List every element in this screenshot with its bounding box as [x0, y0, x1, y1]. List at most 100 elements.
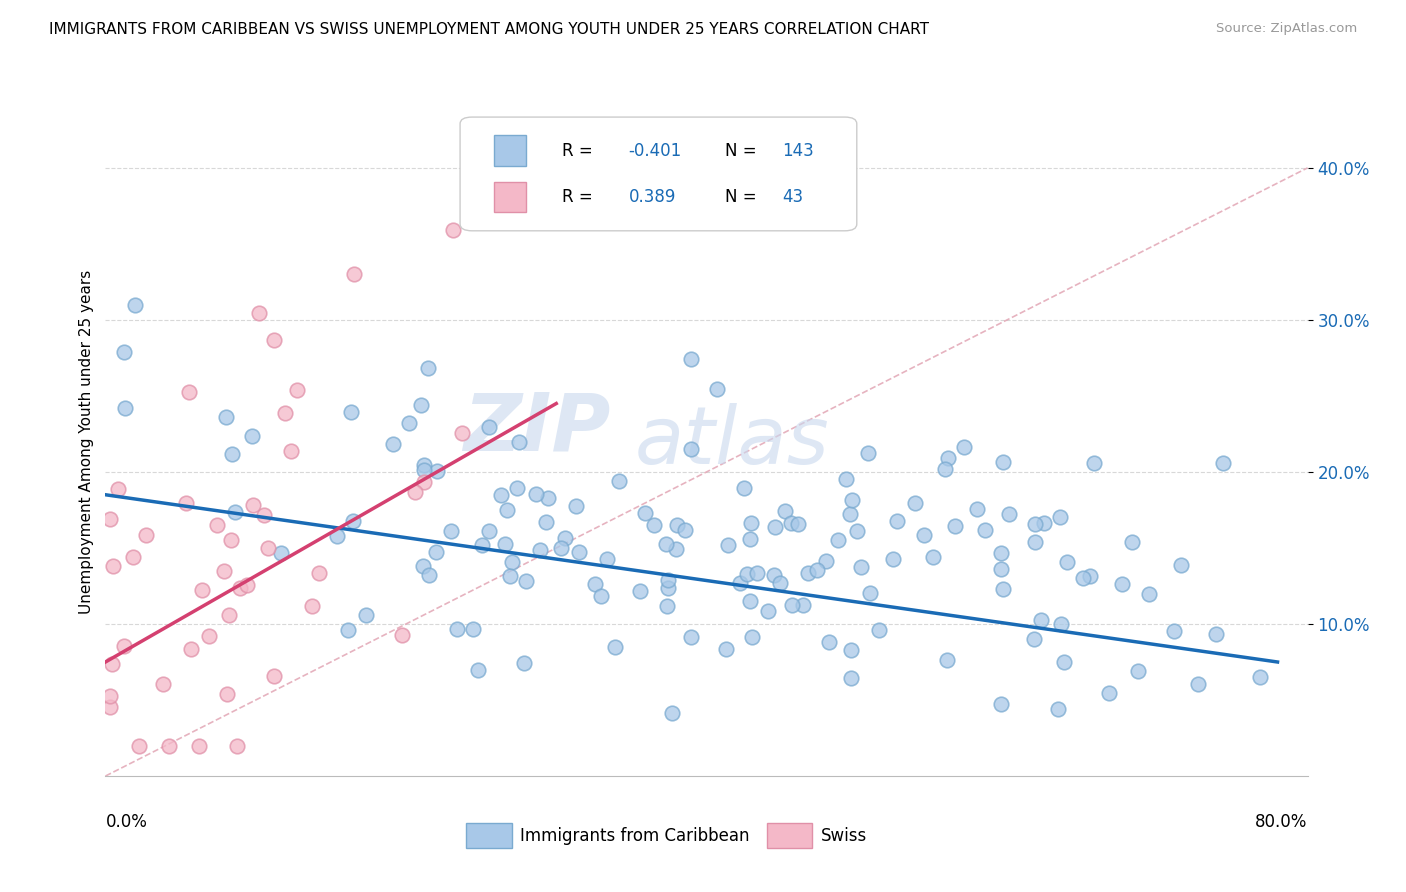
Point	[98, 699, 121, 714]
Point	[124, 298, 146, 312]
Point	[849, 560, 872, 574]
Point	[301, 599, 323, 613]
Point	[413, 463, 436, 477]
Point	[326, 529, 349, 543]
Point	[763, 520, 786, 534]
Point	[735, 566, 758, 581]
Point	[714, 641, 737, 656]
Point	[451, 425, 474, 440]
Point	[554, 531, 576, 545]
Point	[661, 706, 683, 720]
Point	[882, 551, 904, 566]
Text: 0.0%: 0.0%	[105, 813, 148, 830]
Point	[114, 401, 136, 416]
Bar	[467, 822, 512, 848]
Point	[529, 542, 551, 557]
Point	[135, 528, 157, 542]
Point	[467, 664, 489, 678]
Point	[740, 516, 762, 530]
Point	[508, 435, 530, 450]
Point	[412, 458, 434, 473]
Point	[769, 576, 792, 591]
Point	[152, 676, 174, 690]
Point	[214, 565, 236, 579]
Point	[782, 598, 804, 612]
Text: Swiss: Swiss	[821, 827, 868, 845]
Point	[643, 518, 665, 533]
Text: atlas: atlas	[634, 402, 830, 481]
Point	[1078, 569, 1101, 583]
Point	[274, 406, 297, 420]
Point	[489, 488, 512, 502]
Point	[157, 739, 180, 753]
Point	[215, 687, 238, 701]
Point	[242, 498, 264, 512]
Point	[1031, 613, 1053, 627]
Point	[441, 222, 464, 236]
Point	[1083, 456, 1105, 470]
Point	[745, 566, 768, 581]
Point	[524, 486, 547, 500]
Text: Immigrants from Caribbean: Immigrants from Caribbean	[520, 827, 749, 845]
Text: 143: 143	[782, 142, 814, 160]
Point	[921, 549, 943, 564]
Point	[1024, 535, 1046, 549]
Point	[991, 455, 1014, 469]
Point	[628, 584, 651, 599]
Bar	[494, 182, 526, 212]
Point	[1049, 616, 1071, 631]
Point	[1249, 670, 1271, 684]
Point	[354, 607, 377, 622]
Point	[411, 398, 433, 412]
Point	[1033, 516, 1056, 531]
Point	[381, 437, 404, 451]
Point	[827, 533, 849, 548]
Point	[107, 482, 129, 496]
Point	[990, 697, 1012, 711]
Point	[775, 504, 797, 518]
Point	[180, 642, 202, 657]
Point	[603, 640, 626, 654]
Point	[257, 541, 280, 556]
Point	[214, 409, 236, 424]
Point	[499, 569, 522, 583]
Point	[177, 385, 200, 400]
Point	[838, 507, 860, 521]
Point	[797, 566, 820, 581]
Point	[673, 523, 696, 537]
Point	[740, 533, 762, 547]
Point	[655, 537, 678, 551]
Point	[786, 517, 808, 532]
Point	[730, 576, 752, 591]
Point	[412, 558, 434, 573]
Point	[839, 671, 862, 685]
Text: N =: N =	[724, 142, 762, 160]
Point	[440, 524, 463, 539]
Point	[501, 555, 523, 569]
Point	[780, 516, 803, 531]
Point	[904, 495, 927, 509]
Point	[98, 689, 121, 703]
Text: R =: R =	[562, 142, 599, 160]
Text: 80.0%: 80.0%	[1256, 813, 1308, 830]
Point	[308, 566, 330, 581]
Point	[886, 514, 908, 528]
Point	[550, 541, 572, 555]
Point	[280, 443, 302, 458]
Point	[1111, 577, 1133, 591]
Point	[461, 623, 484, 637]
Point	[716, 538, 738, 552]
Text: 0.389: 0.389	[628, 188, 676, 206]
Point	[1121, 535, 1143, 549]
Point	[534, 516, 557, 530]
Point	[198, 629, 221, 643]
Point	[1022, 632, 1045, 647]
Point	[343, 268, 366, 282]
Point	[966, 502, 988, 516]
Point	[263, 669, 285, 683]
Point	[342, 514, 364, 528]
Point	[494, 537, 516, 551]
Bar	[766, 822, 813, 848]
Point	[741, 630, 763, 644]
Point	[1046, 701, 1069, 715]
